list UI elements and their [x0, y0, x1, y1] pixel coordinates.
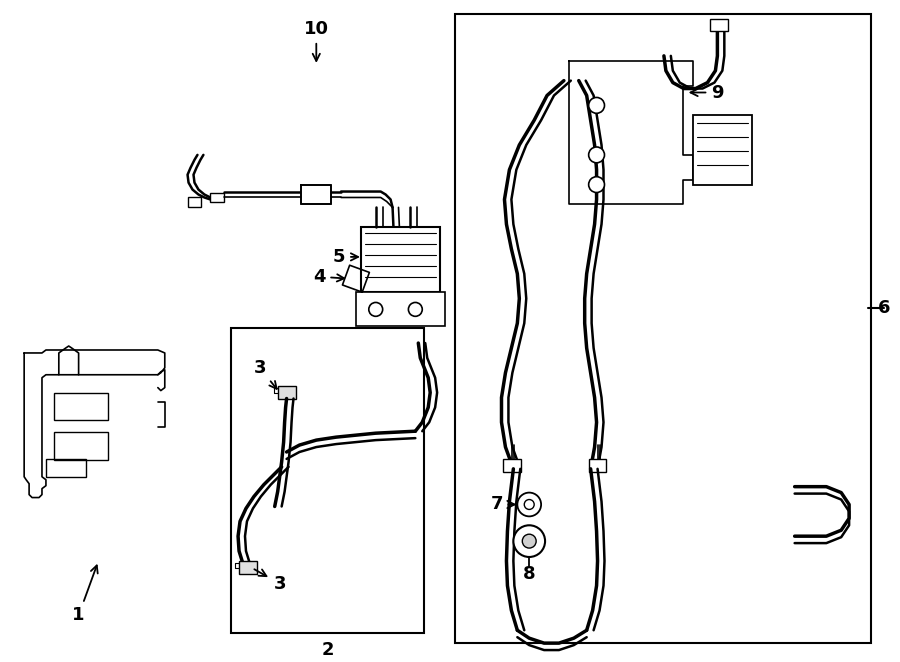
Bar: [361, 227, 440, 291]
Bar: [187, 197, 202, 207]
Text: 6: 6: [878, 299, 890, 317]
Bar: [231, 328, 424, 634]
Text: 10: 10: [304, 20, 328, 61]
Bar: [302, 185, 331, 205]
Circle shape: [522, 534, 536, 548]
Circle shape: [518, 493, 541, 516]
Text: 3: 3: [255, 569, 286, 592]
Text: 4: 4: [313, 267, 344, 286]
Text: 8: 8: [523, 565, 536, 583]
Text: 5: 5: [333, 248, 358, 266]
Bar: [278, 386, 295, 399]
Bar: [239, 561, 256, 574]
Bar: [710, 19, 728, 31]
Circle shape: [525, 500, 535, 510]
Text: 9: 9: [690, 83, 724, 101]
Circle shape: [409, 303, 422, 316]
Circle shape: [513, 525, 545, 557]
Bar: [46, 459, 86, 477]
Circle shape: [369, 303, 382, 316]
Circle shape: [589, 177, 605, 193]
Bar: [455, 15, 871, 643]
Circle shape: [589, 147, 605, 163]
Bar: [211, 193, 224, 203]
Text: 2: 2: [322, 641, 335, 659]
Text: 1: 1: [72, 565, 98, 624]
Bar: [503, 459, 521, 472]
Bar: [589, 459, 607, 472]
Bar: [54, 432, 108, 460]
Text: 3: 3: [254, 359, 276, 389]
Bar: [356, 291, 445, 326]
Bar: [693, 115, 752, 185]
Circle shape: [589, 97, 605, 113]
Text: 7: 7: [491, 495, 515, 514]
Bar: [54, 393, 108, 420]
